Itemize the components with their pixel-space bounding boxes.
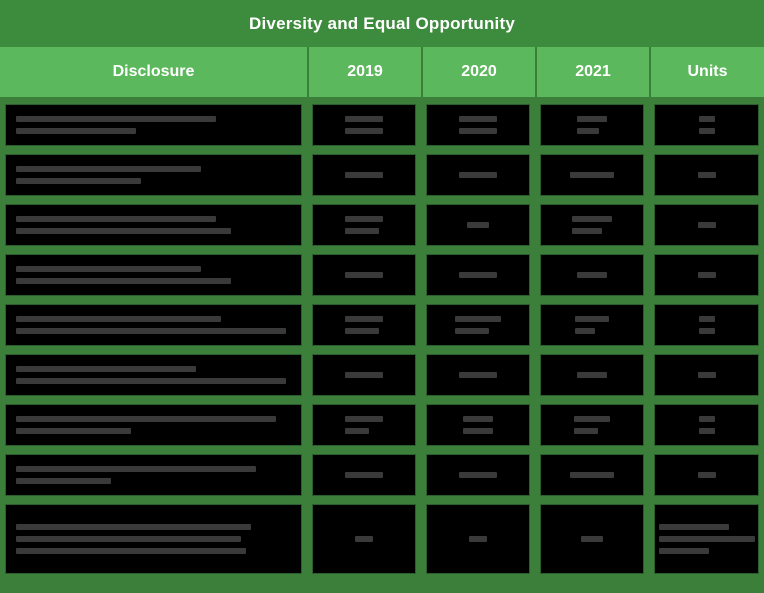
redacted-value [540,104,644,146]
header-units: Units [649,47,764,100]
redacted-value [654,304,759,346]
redacted-value [426,154,530,196]
table-row [0,100,764,150]
redacted-value [540,254,644,296]
redacted-value [312,504,416,574]
redacted-disclosure [5,454,302,496]
redacted-value [312,204,416,246]
redacted-disclosure [5,504,302,574]
header-2019: 2019 [307,47,421,100]
redacted-value [426,304,530,346]
header-2021: 2021 [535,47,649,100]
redacted-value [654,354,759,396]
redacted-value [426,404,530,446]
header-row: Disclosure 2019 2020 2021 Units [0,47,764,100]
redacted-value [312,104,416,146]
redacted-value [654,154,759,196]
table-row [0,250,764,300]
table-row [0,300,764,350]
redacted-value [312,354,416,396]
redacted-value [654,504,759,574]
redacted-value [540,154,644,196]
redacted-value [654,454,759,496]
redacted-disclosure [5,354,302,396]
redacted-value [654,204,759,246]
redacted-value [540,454,644,496]
redacted-value [540,304,644,346]
header-2020: 2020 [421,47,535,100]
redacted-value [654,104,759,146]
redacted-value [540,204,644,246]
redacted-value [654,254,759,296]
table-row [0,400,764,450]
redacted-value [312,454,416,496]
header-disclosure: Disclosure [0,47,307,100]
table-row [0,500,764,578]
redacted-disclosure [5,204,302,246]
redacted-value [312,254,416,296]
redacted-value [654,404,759,446]
redacted-disclosure [5,104,302,146]
redacted-value [426,204,530,246]
redacted-value [312,304,416,346]
disclosure-table: Disclosure 2019 2020 2021 Units [0,47,764,578]
redacted-value [312,404,416,446]
redacted-value [426,354,530,396]
redacted-value [540,354,644,396]
table-row [0,200,764,250]
redacted-value [540,504,644,574]
redacted-value [426,504,530,574]
redacted-disclosure [5,304,302,346]
redacted-disclosure [5,154,302,196]
redacted-value [312,154,416,196]
redacted-value [426,104,530,146]
table-row [0,450,764,500]
redacted-value [540,404,644,446]
table-row [0,350,764,400]
redacted-value [426,454,530,496]
redacted-disclosure [5,404,302,446]
table-title: Diversity and Equal Opportunity [0,0,764,47]
redacted-disclosure [5,254,302,296]
redacted-value [426,254,530,296]
table-row [0,150,764,200]
